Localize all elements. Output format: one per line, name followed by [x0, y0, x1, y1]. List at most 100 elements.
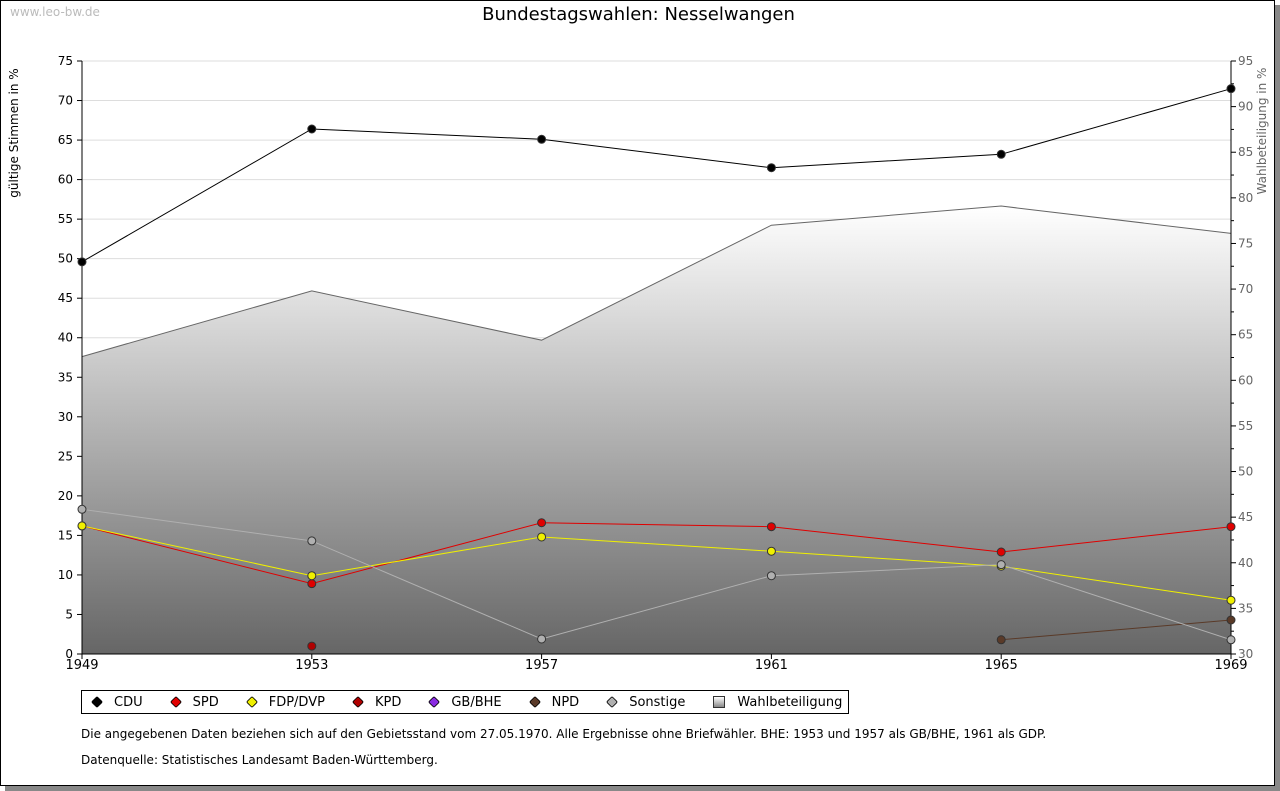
- spd-point: [766, 522, 776, 532]
- y-tick-label: 75: [58, 54, 73, 68]
- spd-line: [81, 522, 1232, 585]
- y2-tick-label: 45: [1238, 510, 1253, 524]
- legend-marker-icon: [713, 696, 726, 708]
- note-gebietsstand: Die angegebenen Daten beziehen sich auf …: [81, 727, 1047, 741]
- npd-point: [1226, 615, 1236, 625]
- y2-tick-label: 90: [1238, 100, 1253, 114]
- y-tick-label: 35: [58, 370, 73, 384]
- sonstige-point: [537, 634, 547, 644]
- x-tick-label: 1961: [755, 658, 788, 673]
- legend-item: CDU: [86, 695, 143, 710]
- sonstige-point: [766, 571, 776, 581]
- legend-label: GB/BHE: [451, 694, 502, 710]
- y-tick-label: 10: [58, 568, 73, 582]
- cdu-point: [996, 149, 1006, 159]
- legend-marker-icon: [528, 695, 541, 709]
- cdu-line: [81, 88, 1232, 263]
- y-tick-label: 70: [58, 94, 73, 108]
- cdu-point: [766, 163, 776, 173]
- y2-tick-label: 80: [1238, 191, 1253, 205]
- legend-marker-icon: [169, 695, 182, 709]
- y-tick-label: 40: [58, 331, 73, 345]
- legend-label: CDU: [114, 694, 143, 710]
- npd-point: [996, 635, 1006, 645]
- y2-tick-label: 60: [1238, 373, 1253, 387]
- y-tick-label: 55: [58, 212, 73, 226]
- fdp-dvp-point: [766, 546, 776, 556]
- cdu-point: [307, 124, 317, 134]
- legend-item: NPD: [524, 694, 580, 710]
- legend-item: FDP/DVP: [241, 695, 325, 710]
- y2-tick-label: 35: [1238, 601, 1253, 615]
- x-tick-label: 1957: [525, 658, 558, 673]
- spd-point: [996, 547, 1006, 557]
- y2-tick-label: 30: [1238, 647, 1253, 661]
- y-tick-label: 60: [58, 173, 73, 187]
- legend-item: Wahlbeteiligung: [707, 695, 842, 710]
- y2-tick-label: 40: [1238, 556, 1253, 570]
- legend-item: SPD: [165, 695, 219, 710]
- chart-svg: 0 5 10 15 20 25 30 35 40 45 50 55 60 65 70 75 30 35 40 45 50…: [7, 54, 1269, 673]
- x-tick-label: 1949: [65, 658, 98, 673]
- note-datenquelle: Datenquelle: Statistisches Landesamt Bad…: [81, 753, 438, 767]
- y-tick-label: 0: [65, 647, 73, 661]
- fdp-dvp-point: [1226, 595, 1236, 605]
- legend-label: NPD: [551, 694, 580, 710]
- y-tick-label: 65: [58, 133, 73, 147]
- fdp-dvp-point: [77, 521, 87, 531]
- y2-tick-label: 75: [1238, 236, 1253, 250]
- kpd-point: [307, 641, 317, 651]
- sonstige-line: [81, 508, 1232, 641]
- fdp-dvp-line: [81, 525, 1232, 601]
- y-tick-label: 50: [58, 252, 73, 266]
- wahlbeteiligung-line: [81, 205, 1232, 358]
- y-tick-label: 25: [58, 449, 73, 463]
- y-tick-label: 30: [58, 410, 73, 424]
- legend-marker-icon: [428, 695, 441, 709]
- x-tick-label: 1953: [295, 658, 328, 673]
- legend-marker-icon: [245, 695, 258, 709]
- spd-point: [307, 579, 317, 589]
- legend-item: Sonstige: [601, 695, 685, 710]
- npd-line: [1001, 619, 1232, 641]
- y2-tick-label: 65: [1238, 328, 1253, 342]
- y-tick-label: 20: [58, 489, 73, 503]
- legend-label: SPD: [192, 694, 219, 710]
- y-axis-label: gültige Stimmen in %: [7, 68, 21, 197]
- cdu-point: [537, 134, 547, 144]
- legend-marker-icon: [606, 695, 619, 709]
- legend-marker-icon: [90, 695, 104, 709]
- x-tick-label: 1965: [985, 658, 1018, 673]
- sonstige-point: [1226, 635, 1236, 645]
- spd-point: [537, 518, 547, 528]
- y2-tick-label: 85: [1238, 145, 1253, 159]
- legend-label: Sonstige: [629, 694, 686, 710]
- fdp-dvp-point: [307, 571, 317, 581]
- legend-item: GB/BHE: [423, 694, 502, 710]
- x-tick-label: 1969: [1214, 658, 1247, 673]
- sonstige-point: [77, 504, 87, 514]
- chart-title: Bundestagswahlen: Nesselwangen: [482, 4, 795, 25]
- legend-label: FDP/DVP: [268, 694, 325, 710]
- y2-tick-label: 70: [1238, 282, 1253, 296]
- y2-tick-label: 55: [1238, 419, 1253, 433]
- legend-label: Wahlbeteiligung: [737, 694, 843, 710]
- site-watermark: www.leo-bw.de: [10, 5, 100, 19]
- y2-tick-label: 50: [1238, 465, 1253, 479]
- sonstige-point: [996, 560, 1006, 570]
- cdu-point: [1226, 84, 1236, 94]
- spd-point: [1226, 522, 1236, 532]
- y2-axis-label: Wahlbeteiligung in %: [1255, 68, 1269, 195]
- cdu-point: [77, 257, 87, 267]
- y2-tick-label: 95: [1238, 54, 1253, 68]
- sonstige-point: [307, 536, 317, 546]
- legend-marker-icon: [351, 695, 364, 709]
- fdp-dvp-point: [537, 532, 547, 542]
- legend: CDU SPD FDP/DVP KPD GB/BHE NPD Sonstige Wahlbet…: [81, 690, 850, 714]
- y-tick-label: 5: [65, 607, 73, 621]
- legend-label: KPD: [374, 694, 402, 710]
- y-tick-label: 45: [58, 291, 73, 305]
- y-tick-label: 15: [58, 528, 73, 542]
- wahlbeteiligung-area: [82, 206, 1231, 654]
